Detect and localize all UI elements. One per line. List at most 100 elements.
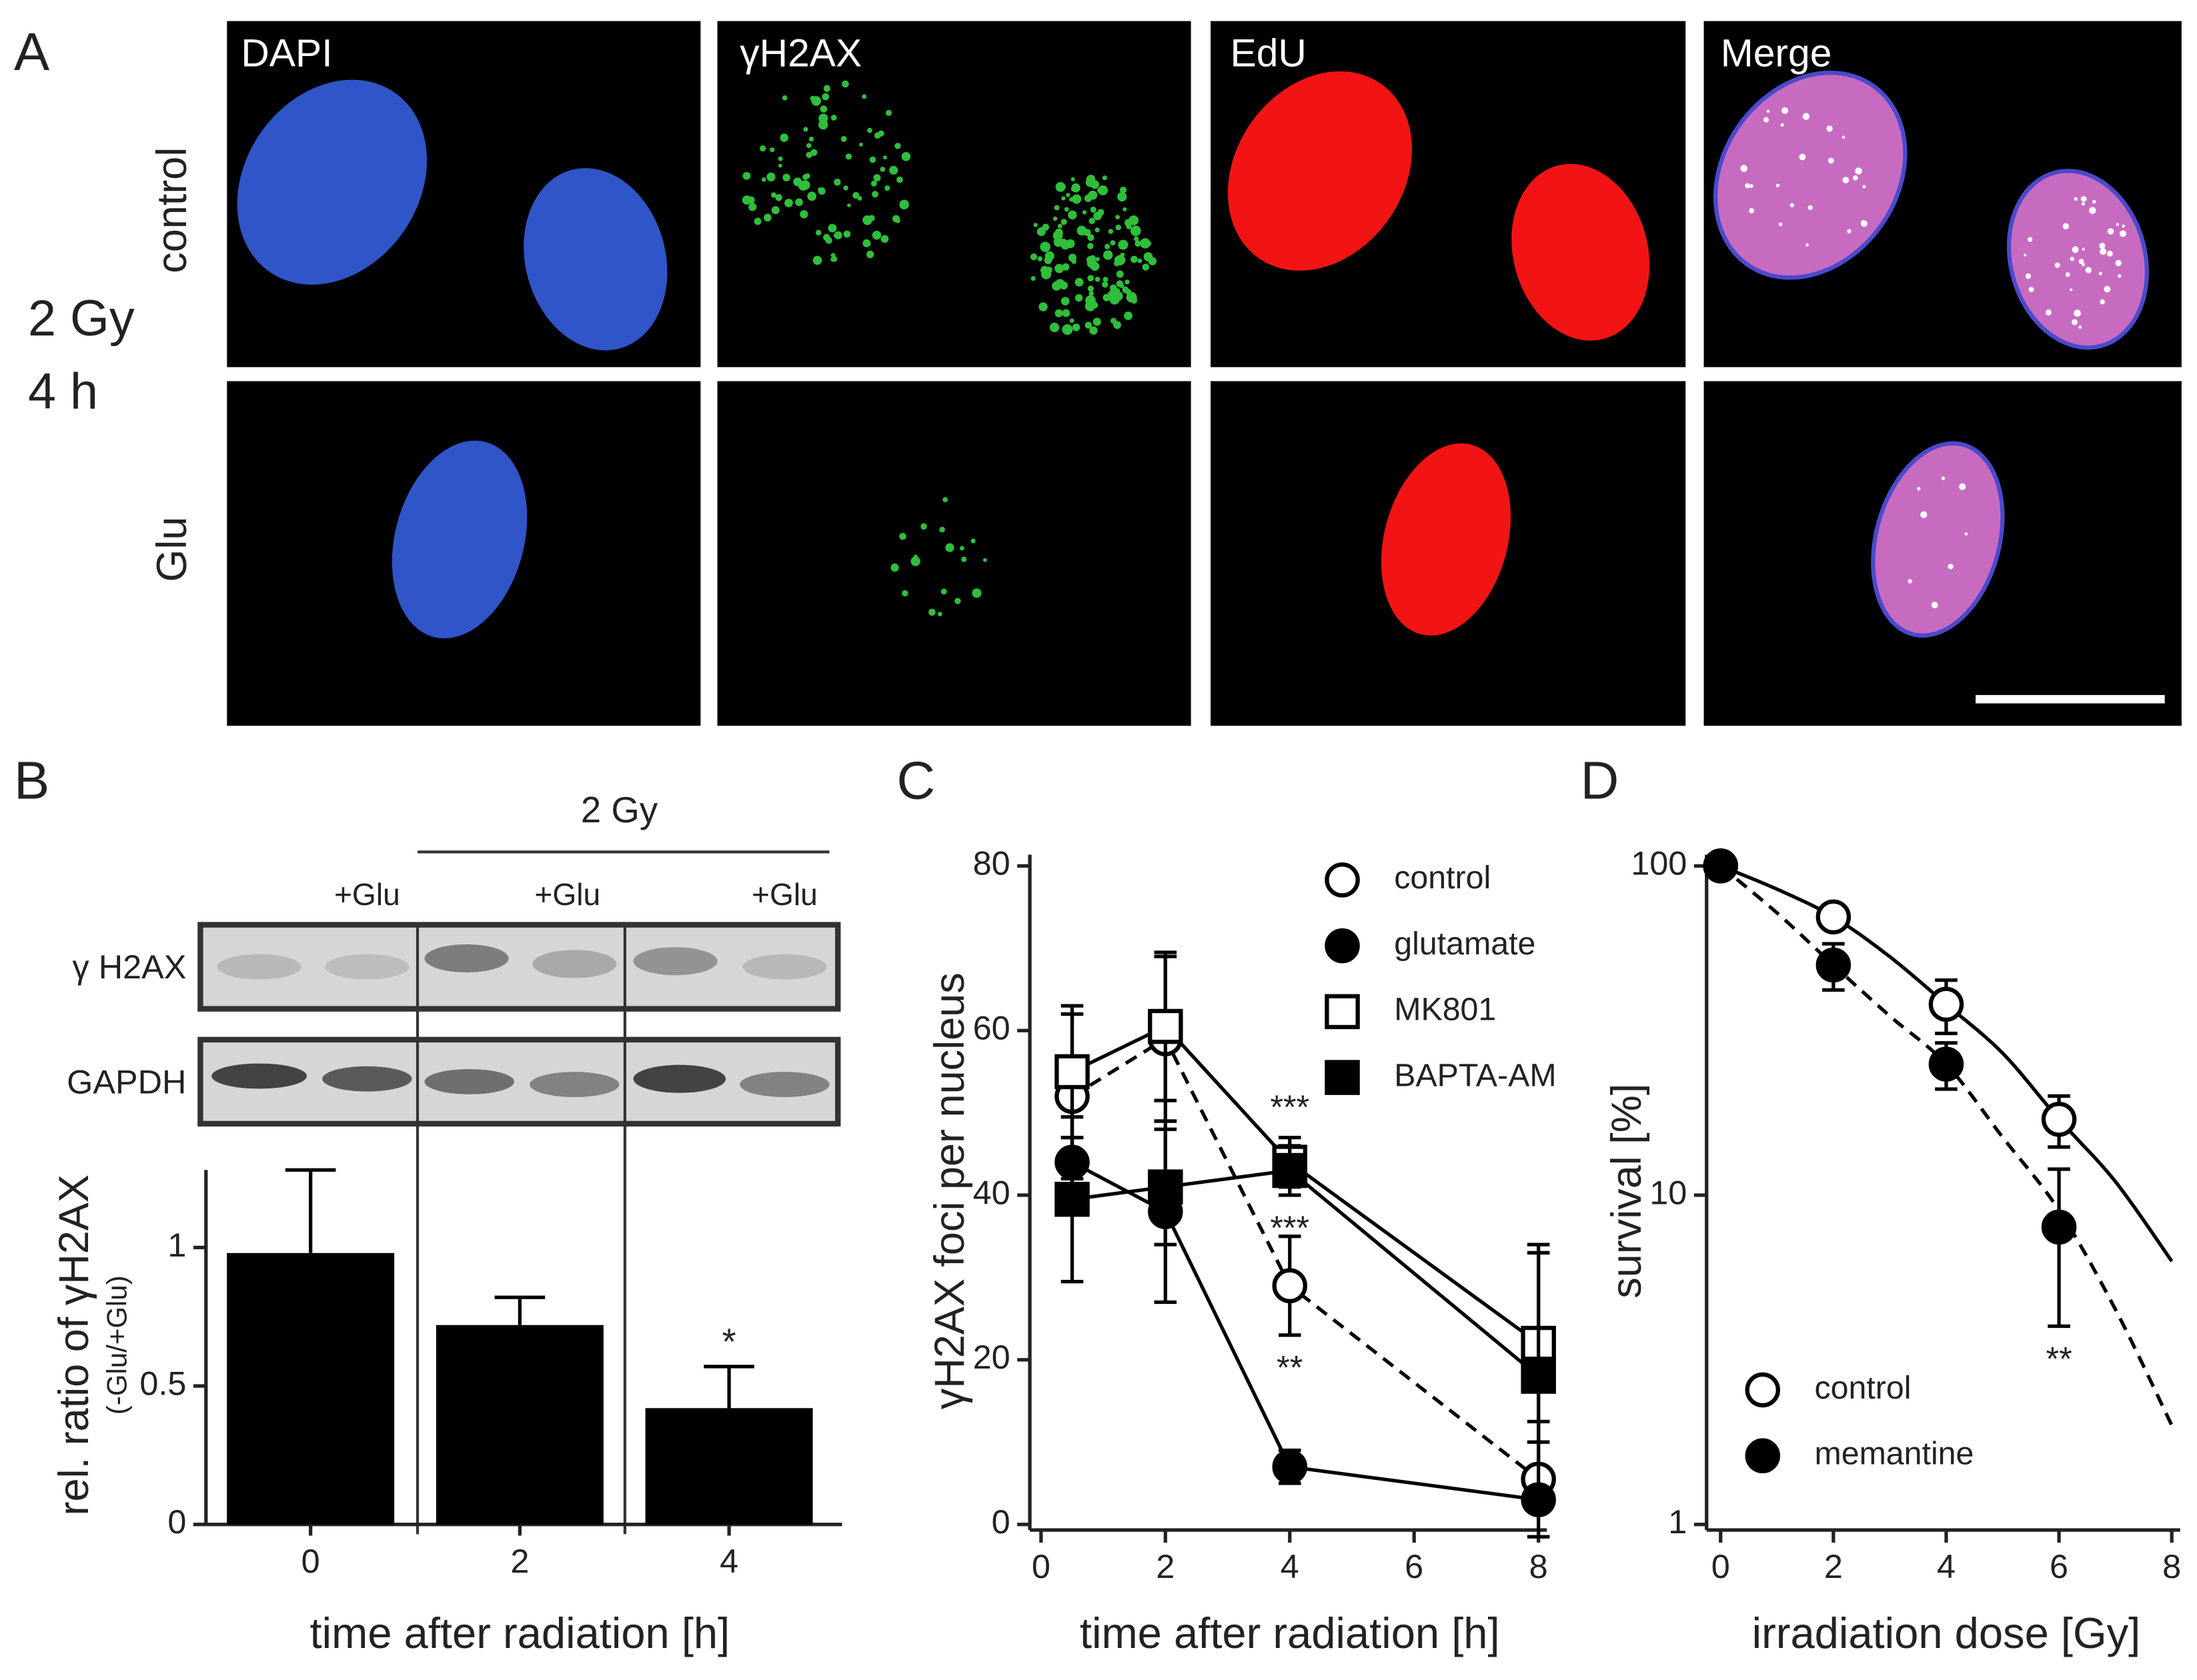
focus — [812, 255, 822, 265]
focus — [800, 210, 808, 219]
focus — [2118, 274, 2122, 278]
focus — [1071, 183, 1080, 193]
focus — [866, 250, 874, 259]
legend-label: control — [1394, 860, 1491, 896]
focus — [800, 180, 810, 190]
band — [211, 1063, 307, 1089]
x-tick-label: 2 — [1824, 1547, 1843, 1585]
focus — [880, 235, 889, 243]
focus — [1054, 263, 1064, 273]
focus — [1060, 183, 1066, 189]
focus — [902, 590, 908, 597]
focus — [782, 173, 790, 181]
error-bar — [285, 1168, 336, 1253]
focus — [1087, 275, 1094, 281]
focus — [1802, 113, 1810, 120]
focus — [1805, 243, 1809, 247]
significance: ** — [2046, 1339, 2072, 1377]
focus — [883, 155, 887, 160]
y-tick-label: 10 — [1649, 1173, 1687, 1211]
x-tick-label: 8 — [2162, 1547, 2181, 1585]
focus — [2116, 223, 2120, 226]
nucleus — [1381, 443, 1511, 636]
focus — [1060, 219, 1067, 225]
focus — [867, 127, 872, 133]
focus — [2081, 202, 2086, 206]
focus — [899, 199, 909, 210]
focus — [1062, 309, 1070, 317]
focus — [834, 178, 841, 186]
column-label: DAPI — [241, 32, 332, 75]
focus — [2092, 199, 2096, 204]
focus — [1115, 215, 1121, 220]
foci — [742, 80, 2127, 617]
blot-strip — [197, 1036, 841, 1127]
focus — [2115, 259, 2122, 267]
focus — [1108, 229, 1114, 234]
bar — [227, 1252, 395, 1525]
marker — [1272, 1268, 1308, 1304]
band — [532, 950, 617, 978]
legend-label: glutamate — [1394, 926, 1535, 962]
band — [740, 1072, 830, 1097]
focus — [1118, 239, 1129, 250]
focus — [803, 127, 808, 132]
focus — [1076, 225, 1087, 236]
focus — [2070, 256, 2075, 261]
error-bar — [2048, 1167, 2070, 1329]
y-tick-label: 20 — [973, 1338, 1010, 1376]
y-tick-label: 1 — [167, 1226, 186, 1264]
marker — [1928, 986, 1964, 1022]
x-axis-label: time after radiation [h] — [310, 1609, 730, 1657]
focus — [1094, 276, 1101, 282]
focus — [1115, 224, 1122, 231]
focus — [770, 147, 775, 153]
focus — [780, 133, 788, 142]
focus — [1853, 175, 1858, 181]
y-tick-label: 0 — [167, 1503, 186, 1541]
band — [742, 954, 827, 980]
focus — [1069, 318, 1074, 323]
focus — [884, 185, 890, 191]
focus — [1135, 240, 1141, 247]
focus — [959, 546, 964, 551]
focus — [831, 256, 838, 262]
focus — [2024, 253, 2027, 257]
focus — [843, 230, 851, 238]
focus — [1070, 177, 1075, 181]
series-line — [1071, 1024, 1540, 1345]
focus — [1062, 324, 1073, 335]
marker — [1148, 1169, 1183, 1204]
focus — [1827, 157, 1834, 164]
focus — [878, 130, 884, 137]
focus — [822, 93, 830, 101]
focus — [1781, 107, 1789, 114]
focus — [890, 563, 899, 572]
legend-label: BAPTA-AM — [1394, 1057, 1556, 1093]
focus — [775, 193, 782, 201]
focus — [2045, 309, 2052, 315]
focus — [1060, 239, 1070, 250]
legend-marker — [1325, 928, 1360, 964]
focus — [895, 217, 900, 223]
nucleus — [1871, 441, 2005, 638]
focus — [818, 187, 822, 192]
focus — [1130, 225, 1141, 236]
focus — [778, 163, 782, 168]
focus — [1107, 290, 1117, 299]
focus — [748, 203, 757, 211]
focus — [1068, 210, 1077, 220]
focus — [1074, 293, 1083, 302]
focus — [1042, 223, 1050, 231]
focus — [942, 497, 948, 503]
focus — [810, 149, 818, 156]
focus — [1056, 237, 1062, 243]
y-tick-label: 100 — [1631, 844, 1687, 882]
band — [322, 1066, 412, 1092]
focus — [1098, 185, 1109, 195]
x-tick-label: 0 — [1711, 1547, 1730, 1585]
marker — [1148, 1008, 1183, 1044]
focus — [1148, 257, 1157, 265]
band — [325, 954, 410, 980]
focus — [795, 198, 803, 207]
